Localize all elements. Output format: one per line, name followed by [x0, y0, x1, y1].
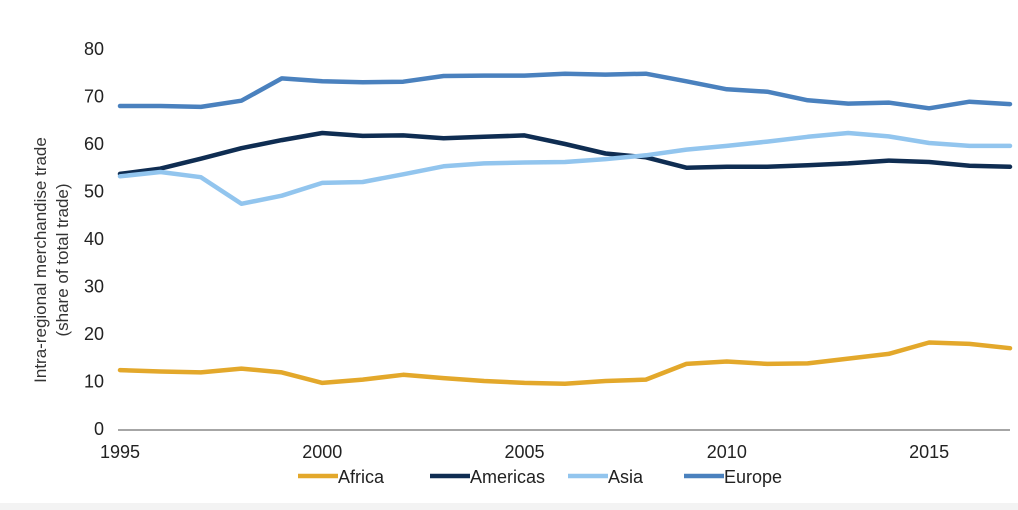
series-line-americas	[117, 130, 1013, 177]
bottom-strip	[0, 503, 1018, 510]
y-tick-label: 40	[84, 229, 104, 249]
x-axis-ticks: 1995 2000 2005 2010 2015	[100, 442, 949, 462]
y-axis-title-line-1: Intra-regional merchandise trade	[31, 137, 50, 383]
legend-item-europe: Europe	[684, 467, 782, 487]
x-tick-label: 2010	[707, 442, 747, 462]
legend-item-americas: Americas	[430, 467, 545, 487]
series-line-europe	[117, 71, 1013, 111]
y-axis-title-line-2: (share of total trade)	[53, 183, 72, 336]
series-line-africa	[117, 340, 1013, 387]
x-tick-label: 2005	[505, 442, 545, 462]
legend-label: Americas	[470, 467, 545, 487]
legend: Africa Americas Asia Europe	[298, 467, 782, 487]
series-line-asia	[117, 130, 1013, 207]
y-tick-label: 60	[84, 134, 104, 154]
legend-label: Africa	[338, 467, 385, 487]
series-lines	[117, 71, 1013, 387]
y-tick-label: 10	[84, 372, 104, 392]
y-tick-label: 30	[84, 277, 104, 297]
x-tick-label: 2015	[909, 442, 949, 462]
x-tick-label: 1995	[100, 442, 140, 462]
y-tick-label: 70	[84, 87, 104, 107]
y-tick-label: 80	[84, 39, 104, 59]
y-tick-label: 50	[84, 182, 104, 202]
y-axis-title: Intra-regional merchandise trade (share …	[31, 137, 72, 383]
x-tick-label: 2000	[302, 442, 342, 462]
legend-item-africa: Africa	[298, 467, 385, 487]
legend-item-asia: Asia	[568, 467, 644, 487]
y-tick-label: 0	[94, 419, 104, 439]
legend-label: Asia	[608, 467, 644, 487]
y-tick-label: 20	[84, 324, 104, 344]
legend-label: Europe	[724, 467, 782, 487]
y-axis-ticks: 0 10 20 30 40 50 60 70 80	[84, 39, 104, 439]
